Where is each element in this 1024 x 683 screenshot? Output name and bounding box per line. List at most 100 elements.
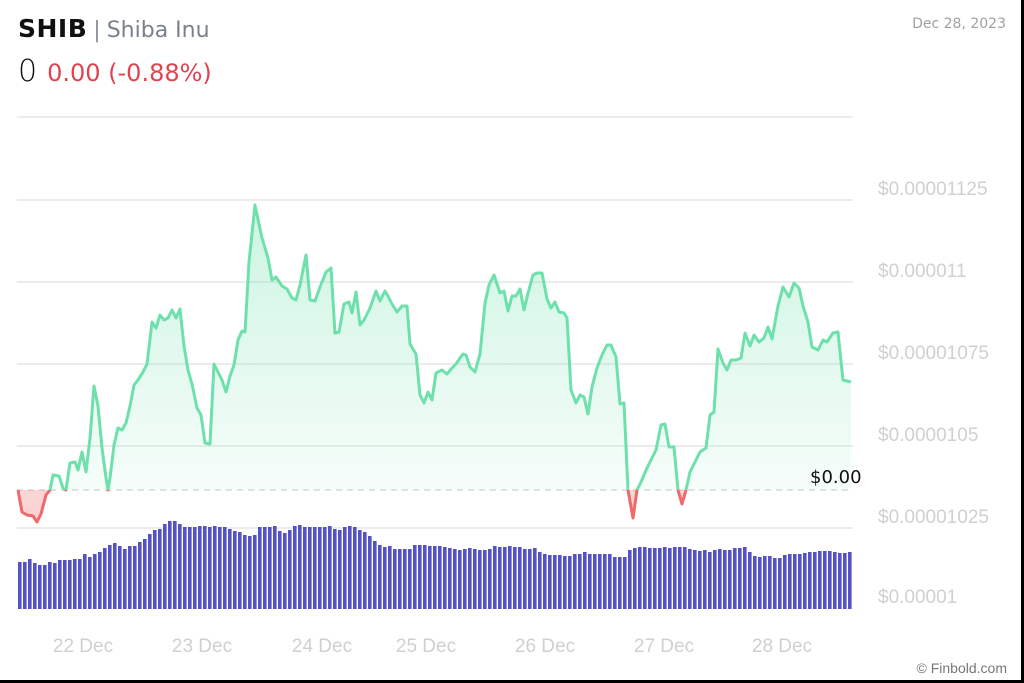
- volume-bar: [78, 559, 82, 609]
- volume-bar: [153, 530, 157, 609]
- volume-bar: [653, 548, 657, 609]
- volume-bar: [538, 552, 542, 609]
- volume-bar: [808, 552, 812, 609]
- chart-header: SHIB | Shiba Inu 0 0.00 (-0.88%): [18, 14, 212, 89]
- volume-bar: [683, 547, 687, 609]
- volume-bar: [513, 547, 517, 609]
- volume-bar: [88, 557, 92, 609]
- volume-bar: [253, 535, 257, 609]
- volume-bar: [643, 547, 647, 609]
- volume-bar: [848, 552, 852, 609]
- volume-bar: [498, 547, 502, 609]
- volume-bar: [338, 530, 342, 609]
- volume-bar: [228, 529, 232, 609]
- x-axis-label: 23 Dec: [171, 636, 233, 657]
- volume-bar: [648, 548, 652, 609]
- volume-bar: [183, 527, 187, 609]
- volume-bar: [368, 536, 372, 609]
- volume-bar: [763, 556, 767, 609]
- volume-bar: [58, 560, 62, 609]
- volume-bar: [298, 525, 302, 609]
- volume-bar: [573, 554, 577, 609]
- volume-bar: [173, 521, 177, 609]
- volume-bar: [488, 549, 492, 609]
- volume-bar: [778, 558, 782, 609]
- volume-bar: [423, 545, 427, 609]
- volume-bar: [703, 550, 707, 609]
- volume-bar: [328, 526, 332, 609]
- volume-bar: [528, 549, 532, 609]
- volume-bar: [813, 552, 817, 609]
- last-value-label: $0.00: [810, 467, 862, 488]
- volume-bar: [198, 526, 202, 609]
- volume-bar: [768, 556, 772, 609]
- y-axis-label: $0.000011: [878, 261, 967, 282]
- volume-bar: [438, 546, 442, 609]
- volume-bar: [303, 527, 307, 609]
- volume-bar: [363, 532, 367, 609]
- volume-bar: [833, 552, 837, 609]
- volume-bar: [588, 554, 592, 609]
- volume-bar: [263, 527, 267, 609]
- volume-bar: [203, 526, 207, 609]
- volume-bar: [603, 554, 607, 609]
- volume-bar: [793, 554, 797, 609]
- volume-bar: [608, 554, 612, 609]
- volume-bar: [758, 557, 762, 609]
- volume-bar: [398, 549, 402, 609]
- volume-bar: [208, 527, 212, 609]
- volume-bar: [143, 539, 147, 609]
- volume-bar: [708, 552, 712, 609]
- volume-bar: [108, 545, 112, 609]
- volume-bar: [93, 554, 97, 609]
- volume-bar: [818, 551, 822, 609]
- volume-bar: [628, 550, 632, 609]
- volume-bar: [73, 559, 77, 609]
- volume-bar: [408, 549, 412, 609]
- volume-bar: [308, 527, 312, 609]
- volume-bar: [543, 554, 547, 609]
- volume-bar: [18, 562, 22, 609]
- volume-bar: [433, 546, 437, 609]
- volume-bar: [128, 546, 132, 609]
- volume-bar: [313, 527, 317, 609]
- volume-bar: [738, 548, 742, 609]
- volume-bar: [458, 550, 462, 609]
- x-axis-label: 25 Dec: [395, 636, 457, 657]
- volume-bar: [673, 547, 677, 609]
- volume-bar: [688, 549, 692, 609]
- volume-bar: [238, 532, 242, 609]
- volume-bar: [98, 552, 102, 609]
- volume-bar: [103, 548, 107, 609]
- volume-bar: [483, 550, 487, 609]
- volume-bar: [558, 555, 562, 609]
- volume-bar: [53, 563, 57, 609]
- volume-bar: [468, 548, 472, 609]
- volume-bar: [743, 547, 747, 609]
- volume-bar: [838, 553, 842, 609]
- volume-bar: [788, 554, 792, 609]
- volume-bar: [493, 546, 497, 609]
- volume-bar: [728, 550, 732, 609]
- volume-bar: [268, 527, 272, 609]
- volume-bar: [403, 549, 407, 609]
- volume-bar: [773, 558, 777, 609]
- volume-bar: [218, 527, 222, 609]
- volume-bar: [428, 546, 432, 609]
- volume-bar: [38, 565, 42, 609]
- volume-bar: [348, 526, 352, 609]
- title-row: SHIB | Shiba Inu: [18, 14, 212, 50]
- volume-bars: [18, 521, 852, 609]
- volume-bar: [478, 550, 482, 609]
- volume-bar: [168, 521, 172, 609]
- volume-bar: [223, 527, 227, 609]
- volume-bar: [693, 550, 697, 609]
- volume-bar: [323, 527, 327, 609]
- volume-bar: [678, 547, 682, 609]
- volume-bar: [33, 563, 37, 609]
- volume-bar: [598, 554, 602, 609]
- volume-bar: [318, 527, 322, 609]
- volume-bar: [523, 549, 527, 609]
- volume-bar: [698, 551, 702, 609]
